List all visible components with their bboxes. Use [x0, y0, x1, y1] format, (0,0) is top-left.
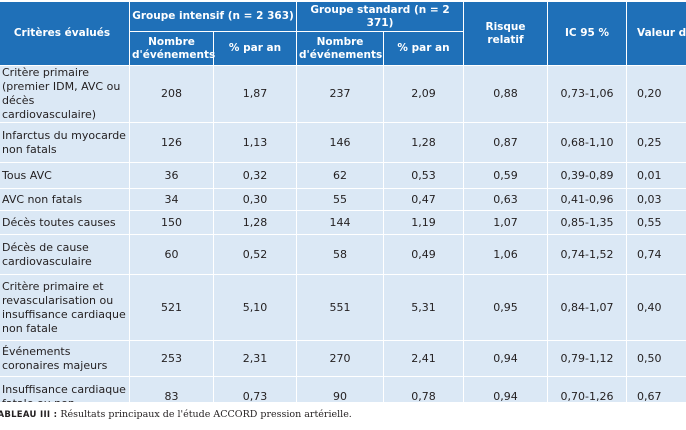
int-pct-cell: 5,10	[212, 274, 298, 341]
p-cell: 0,74	[626, 234, 686, 275]
caption-label: TABLEAU III :	[0, 410, 58, 420]
rr-cell: 0,88	[463, 65, 549, 123]
rr-cell: 0,63	[463, 188, 549, 211]
table-row: AVC non fatals 34 0,30 55 0,47 0,63 0,41…	[0, 188, 686, 211]
table-row: Décès de cause cardiovasculaire 60 0,52 …	[0, 234, 686, 275]
header-relative-risk: Risque relatif	[463, 1, 549, 66]
header-ci95: IC 95 %	[547, 1, 628, 66]
p-cell: 0,55	[626, 210, 686, 235]
ci-cell: 0,79-1,12	[547, 340, 628, 377]
int-pct-cell: 0,30	[212, 188, 298, 211]
int-events-cell: 126	[129, 122, 214, 163]
int-events-cell: 36	[129, 162, 214, 189]
table-row: Critère primaire et revascularisation ou…	[0, 274, 686, 341]
subheader-row: Nombre d'événements % par an Nombre d'év…	[0, 31, 686, 66]
std-pct-cell: 1,19	[383, 210, 465, 235]
std-events-cell: 237	[296, 65, 385, 123]
ci-cell: 0,41-0,96	[547, 188, 628, 211]
criterion-cell: Tous AVC	[0, 162, 130, 189]
table-caption: TABLEAU III : Résultats principaux de l'…	[0, 409, 352, 420]
int-pct-cell: 1,28	[212, 210, 298, 235]
subheader-int-pct: % par an	[212, 31, 298, 66]
p-cell: 0,03	[626, 188, 686, 211]
rr-cell: 0,94	[463, 340, 549, 377]
p-cell: 0,01	[626, 162, 686, 189]
int-pct-cell: 1,13	[212, 122, 298, 163]
std-events-cell: 144	[296, 210, 385, 235]
header-criteria: Critères évalués	[0, 1, 130, 66]
ci-cell: 0,68-1,10	[547, 122, 628, 163]
rr-cell: 1,07	[463, 210, 549, 235]
header-intensive-group: Groupe intensif (n = 2 363)	[128, 1, 298, 32]
ci-cell: 0,85-1,35	[547, 210, 628, 235]
criterion-cell: AVC non fatals	[0, 188, 130, 211]
std-pct-cell: 0,47	[383, 188, 465, 211]
std-events-cell: 55	[296, 188, 385, 211]
table-row: Critère primaire (premier IDM, AVC ou dé…	[0, 65, 686, 123]
header-row: Critères évalués Groupe intensif (n = 2 …	[0, 1, 686, 66]
std-pct-cell: 5,31	[383, 274, 465, 341]
std-pct-cell: 0,49	[383, 234, 465, 275]
std-events-cell: 90	[296, 376, 385, 402]
ci-cell: 0,73-1,06	[547, 65, 628, 123]
ci-cell: 0,70-1,26	[547, 376, 628, 402]
subheader-std-events: Nombre d'événements	[296, 31, 385, 66]
p-cell: 0,25	[626, 122, 686, 163]
ci-cell: 0,74-1,52	[547, 234, 628, 275]
criterion-cell: Événements coronaires majeurs	[0, 340, 130, 377]
int-events-cell: 521	[129, 274, 214, 341]
criterion-cell: Insuffisance cardiaque fatale ou non	[0, 376, 130, 402]
p-cell: 0,20	[626, 65, 686, 123]
int-events-cell: 60	[129, 234, 214, 275]
int-events-cell: 150	[129, 210, 214, 235]
std-events-cell: 62	[296, 162, 385, 189]
int-pct-cell: 2,31	[212, 340, 298, 377]
table-container: Critères évalués Groupe intensif (n = 2 …	[0, 1, 686, 402]
rr-cell: 0,59	[463, 162, 549, 189]
rr-cell: 0,94	[463, 376, 549, 402]
header-p-value: Valeur de p	[626, 1, 686, 66]
subheader-std-pct: % par an	[383, 31, 465, 66]
p-cell: 0,67	[626, 376, 686, 402]
std-events-cell: 146	[296, 122, 385, 163]
std-pct-cell: 1,28	[383, 122, 465, 163]
p-cell: 0,50	[626, 340, 686, 377]
criterion-cell: Décès de cause cardiovasculaire	[0, 234, 130, 275]
ci-cell: 0,84-1,07	[547, 274, 628, 341]
int-events-cell: 83	[129, 376, 214, 402]
table-row: Décès toutes causes 150 1,28 144 1,19 1,…	[0, 210, 686, 235]
results-table: Critères évalués Groupe intensif (n = 2 …	[0, 1, 686, 402]
table-row: Infarctus du myocarde non fatals 126 1,1…	[0, 122, 686, 163]
std-pct-cell: 0,78	[383, 376, 465, 402]
ci-cell: 0,39-0,89	[547, 162, 628, 189]
int-pct-cell: 0,52	[212, 234, 298, 275]
caption-text: Résultats principaux de l'étude ACCORD p…	[57, 409, 352, 420]
std-events-cell: 551	[296, 274, 385, 341]
criterion-cell: Critère primaire (premier IDM, AVC ou dé…	[0, 65, 130, 123]
rr-cell: 1,06	[463, 234, 549, 275]
header-standard-group: Groupe standard (n = 2 371)	[296, 1, 465, 32]
int-events-cell: 208	[129, 65, 214, 123]
criterion-cell: Critère primaire et revascularisation ou…	[0, 274, 130, 341]
std-events-cell: 270	[296, 340, 385, 377]
criterion-cell: Infarctus du myocarde non fatals	[0, 122, 130, 163]
int-events-cell: 253	[129, 340, 214, 377]
int-pct-cell: 0,73	[212, 376, 298, 402]
table-row: Insuffisance cardiaque fatale ou non 83 …	[0, 376, 686, 402]
subheader-int-events: Nombre d'événements	[129, 31, 215, 66]
table-row: Tous AVC 36 0,32 62 0,53 0,59 0,39-0,89 …	[0, 162, 686, 189]
std-events-cell: 58	[296, 234, 385, 275]
int-events-cell: 34	[129, 188, 214, 211]
std-pct-cell: 2,09	[383, 65, 465, 123]
rr-cell: 0,87	[463, 122, 549, 163]
rr-cell: 0,95	[463, 274, 549, 341]
int-pct-cell: 1,87	[212, 65, 298, 123]
criterion-cell: Décès toutes causes	[0, 210, 130, 235]
table-row: Événements coronaires majeurs 253 2,31 2…	[0, 340, 686, 377]
p-cell: 0,40	[626, 274, 686, 341]
std-pct-cell: 2,41	[383, 340, 465, 377]
int-pct-cell: 0,32	[212, 162, 298, 189]
std-pct-cell: 0,53	[383, 162, 465, 189]
